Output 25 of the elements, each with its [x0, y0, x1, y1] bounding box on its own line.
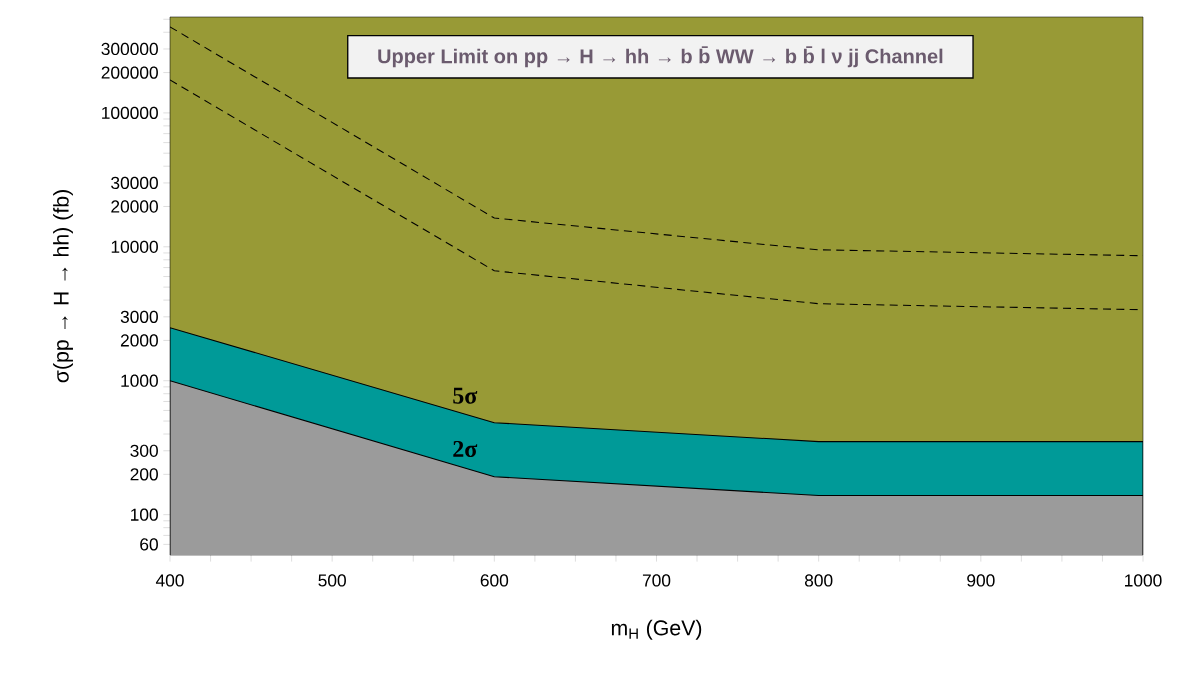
- y-tick-label: 10000: [111, 240, 158, 253]
- y-tick-label: 20000: [111, 200, 158, 213]
- y-tick-label: 30000: [111, 176, 158, 190]
- y-tick-label: 100000: [102, 106, 158, 120]
- x-tick-label: 700: [642, 574, 671, 587]
- y-tick-label: 100: [131, 508, 158, 521]
- y-tick-label: 60: [140, 538, 158, 551]
- x-tick-label: 400: [155, 574, 184, 587]
- y-axis-title: σ(pp → H → hh) (fb): [53, 190, 73, 383]
- x-tick-label: 800: [804, 574, 833, 587]
- y-tick-label: 200: [130, 468, 158, 481]
- x-tick-label: 1000: [1125, 574, 1162, 587]
- y-tick-label: 300000: [101, 42, 158, 56]
- x-tick-label: 600: [480, 574, 509, 587]
- y-tick-label: 2000: [120, 334, 158, 347]
- text: Upper Limit on pp → H → hh → b b̄ WW → b b̄ l ν jj Channel: [378, 46, 943, 68]
- x-axis-title: m$_{H}$ (GeV): [611, 619, 702, 640]
- y-tick-label: 3000: [120, 310, 158, 323]
- annotation: 2σ: [453, 440, 478, 458]
- x-tick-label: 500: [318, 574, 346, 587]
- annotation: 5σ: [453, 387, 478, 404]
- y-tick-label: 1000: [121, 374, 158, 387]
- x-tick-label: 900: [967, 574, 995, 587]
- y-tick-label: 200000: [101, 66, 158, 79]
- y-tick-label: 300: [130, 444, 158, 457]
